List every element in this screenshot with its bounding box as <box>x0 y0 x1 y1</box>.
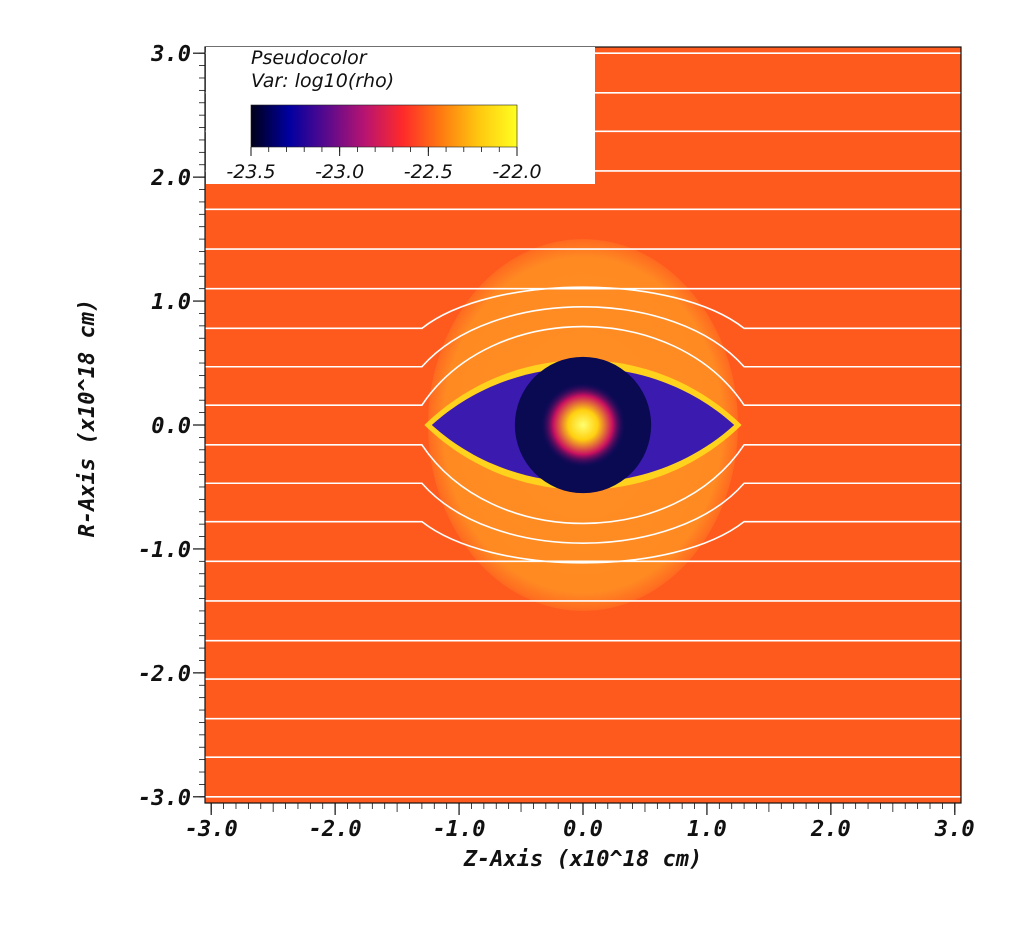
x-tick-label: -3.0 <box>185 817 238 842</box>
central-peak <box>540 382 626 468</box>
y-tick-label: -1.0 <box>138 538 191 563</box>
y-axis-title: R-Axis (x10^18 cm) <box>75 299 100 537</box>
x-tick-label: -1.0 <box>433 817 486 842</box>
x-tick-label: -2.0 <box>309 817 362 842</box>
x-tick-label: 3.0 <box>934 817 975 842</box>
colorbar-tick-label: -22.5 <box>404 161 453 183</box>
colorbar-ticks: -23.5 -23.0 -22.5 -22.0 <box>226 147 542 183</box>
y-axis-minor-ticks <box>199 52 205 798</box>
legend: Pseudocolor Var: log10(rho) -23.5 -23.0 -2… <box>206 47 595 184</box>
field-line <box>205 306 961 368</box>
field-line <box>205 444 961 525</box>
legend-title: Pseudocolor <box>251 47 368 69</box>
x-tick-label: 1.0 <box>687 817 727 842</box>
colorbar-tick-label: -23.0 <box>315 161 364 183</box>
y-tick-label: -3.0 <box>138 786 191 811</box>
x-tick-label: 2.0 <box>810 817 851 842</box>
field-line <box>205 286 961 330</box>
x-tick-label: 0.0 <box>563 817 603 842</box>
y-tick-label: 2.0 <box>150 166 191 191</box>
y-tick-label: 3.0 <box>150 42 191 67</box>
field-line <box>205 520 961 564</box>
x-axis-title: Z-Axis (x10^18 cm) <box>463 847 702 872</box>
y-tick-label: 0.0 <box>151 414 191 439</box>
x-axis-ticks: -3.0 -2.0 -1.0 0.0 1.0 2.0 3.0 <box>185 803 975 842</box>
field-line <box>205 325 961 406</box>
y-tick-label: 1.0 <box>151 290 191 315</box>
colorbar <box>250 104 518 148</box>
y-axis-ticks: 3.0 2.0 1.0 0.0 -1.0 -2.0 -3.0 <box>138 42 205 811</box>
legend-variable: Var: log10(rho) <box>251 70 394 92</box>
colorbar-tick-label: -22.0 <box>492 161 541 183</box>
y-tick-label: -2.0 <box>138 662 191 687</box>
colorbar-tick-label: -23.5 <box>226 161 275 183</box>
field-line <box>205 482 961 544</box>
